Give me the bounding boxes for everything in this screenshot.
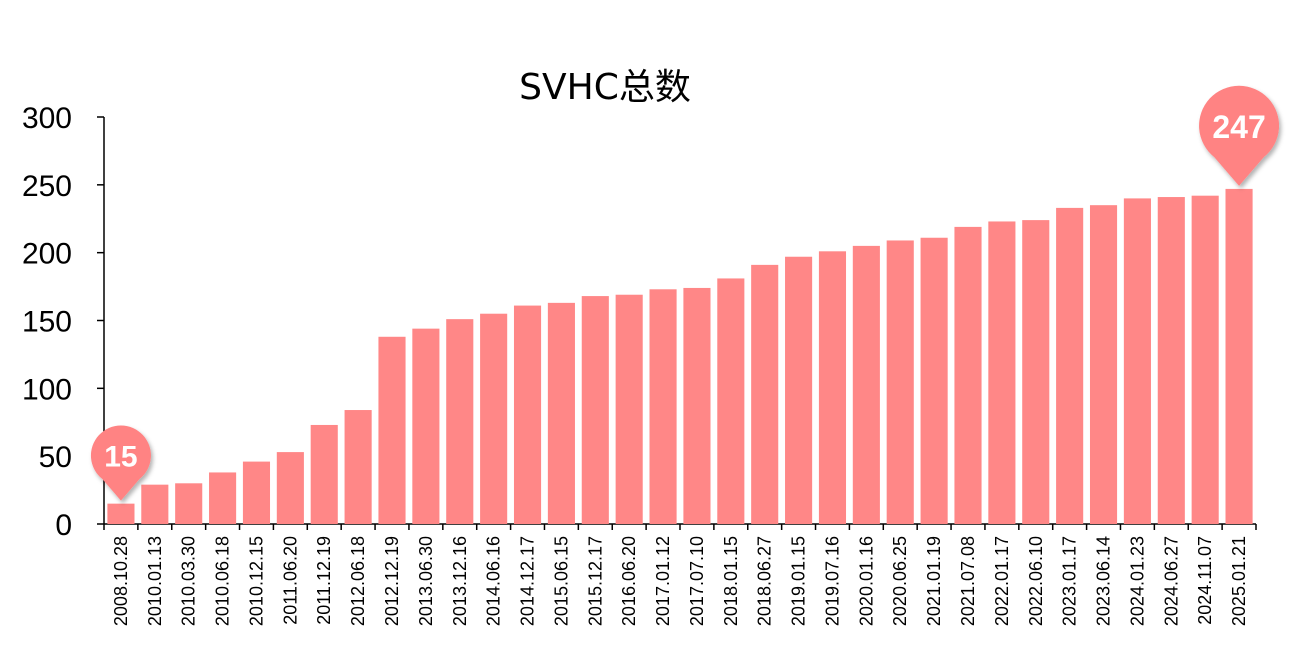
bar [1157, 197, 1185, 524]
bar [446, 319, 474, 524]
bar [920, 237, 948, 524]
bar [547, 302, 575, 524]
bar [852, 245, 880, 524]
x-axis: 2008.10.28 2010.01.13 2010.03.30 2010.06.18… [103, 523, 1257, 626]
bar [209, 472, 237, 524]
x-tick-label: 2015.12.17 [585, 536, 605, 626]
x-tick-label: 2014.12.17 [518, 536, 538, 626]
x-tick-label: 2013.12.16 [450, 536, 470, 626]
y-tick-label: 250 [22, 170, 72, 203]
bar [141, 484, 169, 524]
bars [107, 188, 1253, 525]
x-tick-label: 2010.12.15 [246, 536, 266, 626]
bar [378, 336, 406, 524]
bar [649, 289, 677, 524]
x-tick-label: 2016.06.20 [619, 536, 639, 626]
bar [751, 264, 779, 524]
x-tick-label: 2015.06.15 [551, 536, 571, 626]
x-tick-label: 2011.06.20 [280, 536, 300, 625]
x-tick-label: 2025.01.21 [1229, 536, 1249, 626]
bar [1056, 207, 1084, 524]
x-tick-label: 2018.01.15 [721, 536, 741, 626]
callouts: 15 247 [90, 85, 1280, 501]
x-tick-label: 2018.06.27 [755, 536, 775, 626]
chart-title: SVHC总数 [519, 67, 691, 108]
x-tick-label: 2010.06.18 [213, 536, 233, 626]
x-tick-label: 2019.01.15 [789, 536, 809, 626]
bar [785, 256, 813, 524]
x-tick-label: 2024.06.27 [1161, 536, 1181, 626]
bar [581, 296, 609, 524]
bar [1225, 188, 1253, 525]
x-tick-label: 2017.01.12 [653, 536, 673, 626]
y-tick-label: 300 [22, 102, 72, 135]
bar [242, 461, 271, 524]
y-tick-label: 100 [22, 373, 72, 406]
bar [818, 251, 847, 524]
x-tick-label: 2022.01.17 [992, 536, 1012, 626]
y-axis: 0 50 100 150 200 250 300 [22, 102, 105, 542]
bar [683, 287, 711, 524]
bar [412, 328, 440, 524]
x-tick-label: 2023.01.17 [1060, 536, 1080, 626]
x-tick-label: 2020.01.16 [856, 536, 876, 626]
x-tick-label: 2024.01.23 [1127, 536, 1147, 626]
callout-label: 15 [104, 441, 137, 474]
x-tick-label: 2013.06.30 [416, 536, 436, 626]
value-callout: 247 [1199, 85, 1280, 186]
bar [1089, 205, 1118, 524]
callout-pin-shape [1199, 85, 1280, 186]
bar [1022, 220, 1050, 524]
x-tick-label: 2023.06.14 [1094, 536, 1114, 626]
x-tick-label: 2024.11.07 [1195, 536, 1215, 625]
bar [310, 424, 338, 524]
callout-label: 247 [1212, 109, 1265, 145]
bar [175, 483, 203, 524]
value-callout: 15 [90, 425, 151, 501]
y-tick-label: 200 [22, 238, 72, 271]
x-tick-label: 2021.01.19 [924, 536, 944, 626]
x-tick-label: 2021.07.08 [958, 536, 978, 626]
x-tick-label: 2022.06.10 [1026, 536, 1046, 626]
x-tick-label: 2019.07.16 [822, 536, 842, 626]
x-tick-label: 2010.01.13 [145, 536, 165, 626]
bar [1123, 198, 1151, 524]
x-tick-label: 2008.10.28 [111, 536, 131, 626]
callout-pin-shape [90, 425, 151, 501]
y-tick-label: 50 [39, 441, 72, 474]
bar [513, 305, 542, 524]
x-tick-label: 2014.06.16 [484, 536, 504, 626]
bar [886, 240, 914, 524]
bar [988, 221, 1016, 525]
bar [276, 452, 304, 524]
bar [107, 503, 135, 524]
bar [615, 294, 643, 524]
bar [1191, 195, 1219, 525]
bar [480, 313, 508, 524]
x-tick-label: 2017.07.10 [687, 536, 707, 626]
x-tick-label: 2012.06.18 [348, 536, 368, 626]
x-tick-label: 2020.06.25 [890, 536, 910, 626]
bar [717, 278, 745, 524]
x-tick-label: 2011.12.19 [314, 536, 334, 625]
y-tick-label: 0 [55, 509, 72, 542]
bar [344, 410, 372, 524]
y-tick-label: 150 [22, 306, 72, 339]
x-tick-label: 2010.03.30 [179, 536, 199, 626]
bar [954, 226, 982, 524]
x-tick-label: 2012.12.19 [382, 536, 402, 626]
